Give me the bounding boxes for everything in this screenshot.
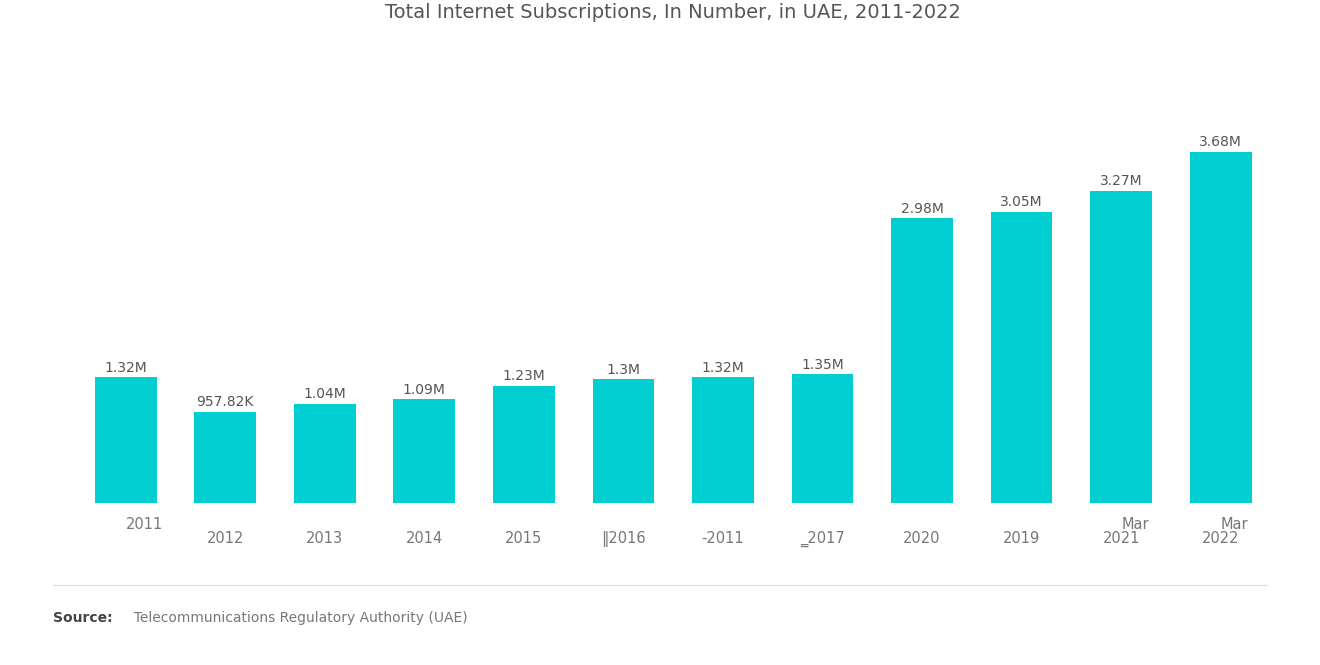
Text: 2011: 2011 [125,517,162,532]
Text: ‗2017: ‗2017 [800,531,845,547]
Bar [1189,152,1251,503]
Bar [494,386,554,503]
Text: 957.82K: 957.82K [197,395,253,409]
Text: 1.35M: 1.35M [801,358,843,372]
Bar [593,379,655,503]
Bar [194,412,256,503]
Bar [393,399,455,503]
Text: 2012: 2012 [206,531,244,546]
Text: 3.27M: 3.27M [1100,174,1142,188]
Text: 2019: 2019 [1003,531,1040,546]
Text: 1.32M: 1.32M [104,360,147,374]
Bar [991,211,1052,503]
Text: Telecommunications Regulatory Authority (UAE): Telecommunications Regulatory Authority … [125,610,469,625]
Bar [792,374,853,503]
Text: Source:: Source: [53,610,112,625]
Title: Total Internet Subscriptions, In Number, in UAE, 2011-2022: Total Internet Subscriptions, In Number,… [385,3,961,23]
Bar [95,377,157,503]
Text: 1.09M: 1.09M [403,382,446,396]
Text: 1.32M: 1.32M [702,360,744,374]
Text: 2014: 2014 [405,531,444,546]
Text: 2015: 2015 [506,531,543,546]
Text: 2020: 2020 [903,531,941,546]
Text: Mar: Mar [1121,517,1148,532]
Text: 2013: 2013 [306,531,343,546]
Bar [1090,191,1152,503]
Text: 2021: 2021 [1102,531,1140,546]
Text: 2.98M: 2.98M [900,202,944,216]
Text: 3.05M: 3.05M [1001,196,1043,209]
Bar [294,404,355,503]
Text: ‑2011: ‑2011 [702,531,744,546]
Bar [692,377,754,503]
Text: 1.23M: 1.23M [503,369,545,383]
Text: 3.68M: 3.68M [1200,135,1242,149]
Text: 2022: 2022 [1203,531,1239,546]
Text: Mar: Mar [1221,517,1249,532]
Text: 1.3M: 1.3M [606,362,640,376]
Text: ‖2016: ‖2016 [601,531,645,547]
Text: 1.04M: 1.04M [304,388,346,402]
Bar [891,219,953,503]
